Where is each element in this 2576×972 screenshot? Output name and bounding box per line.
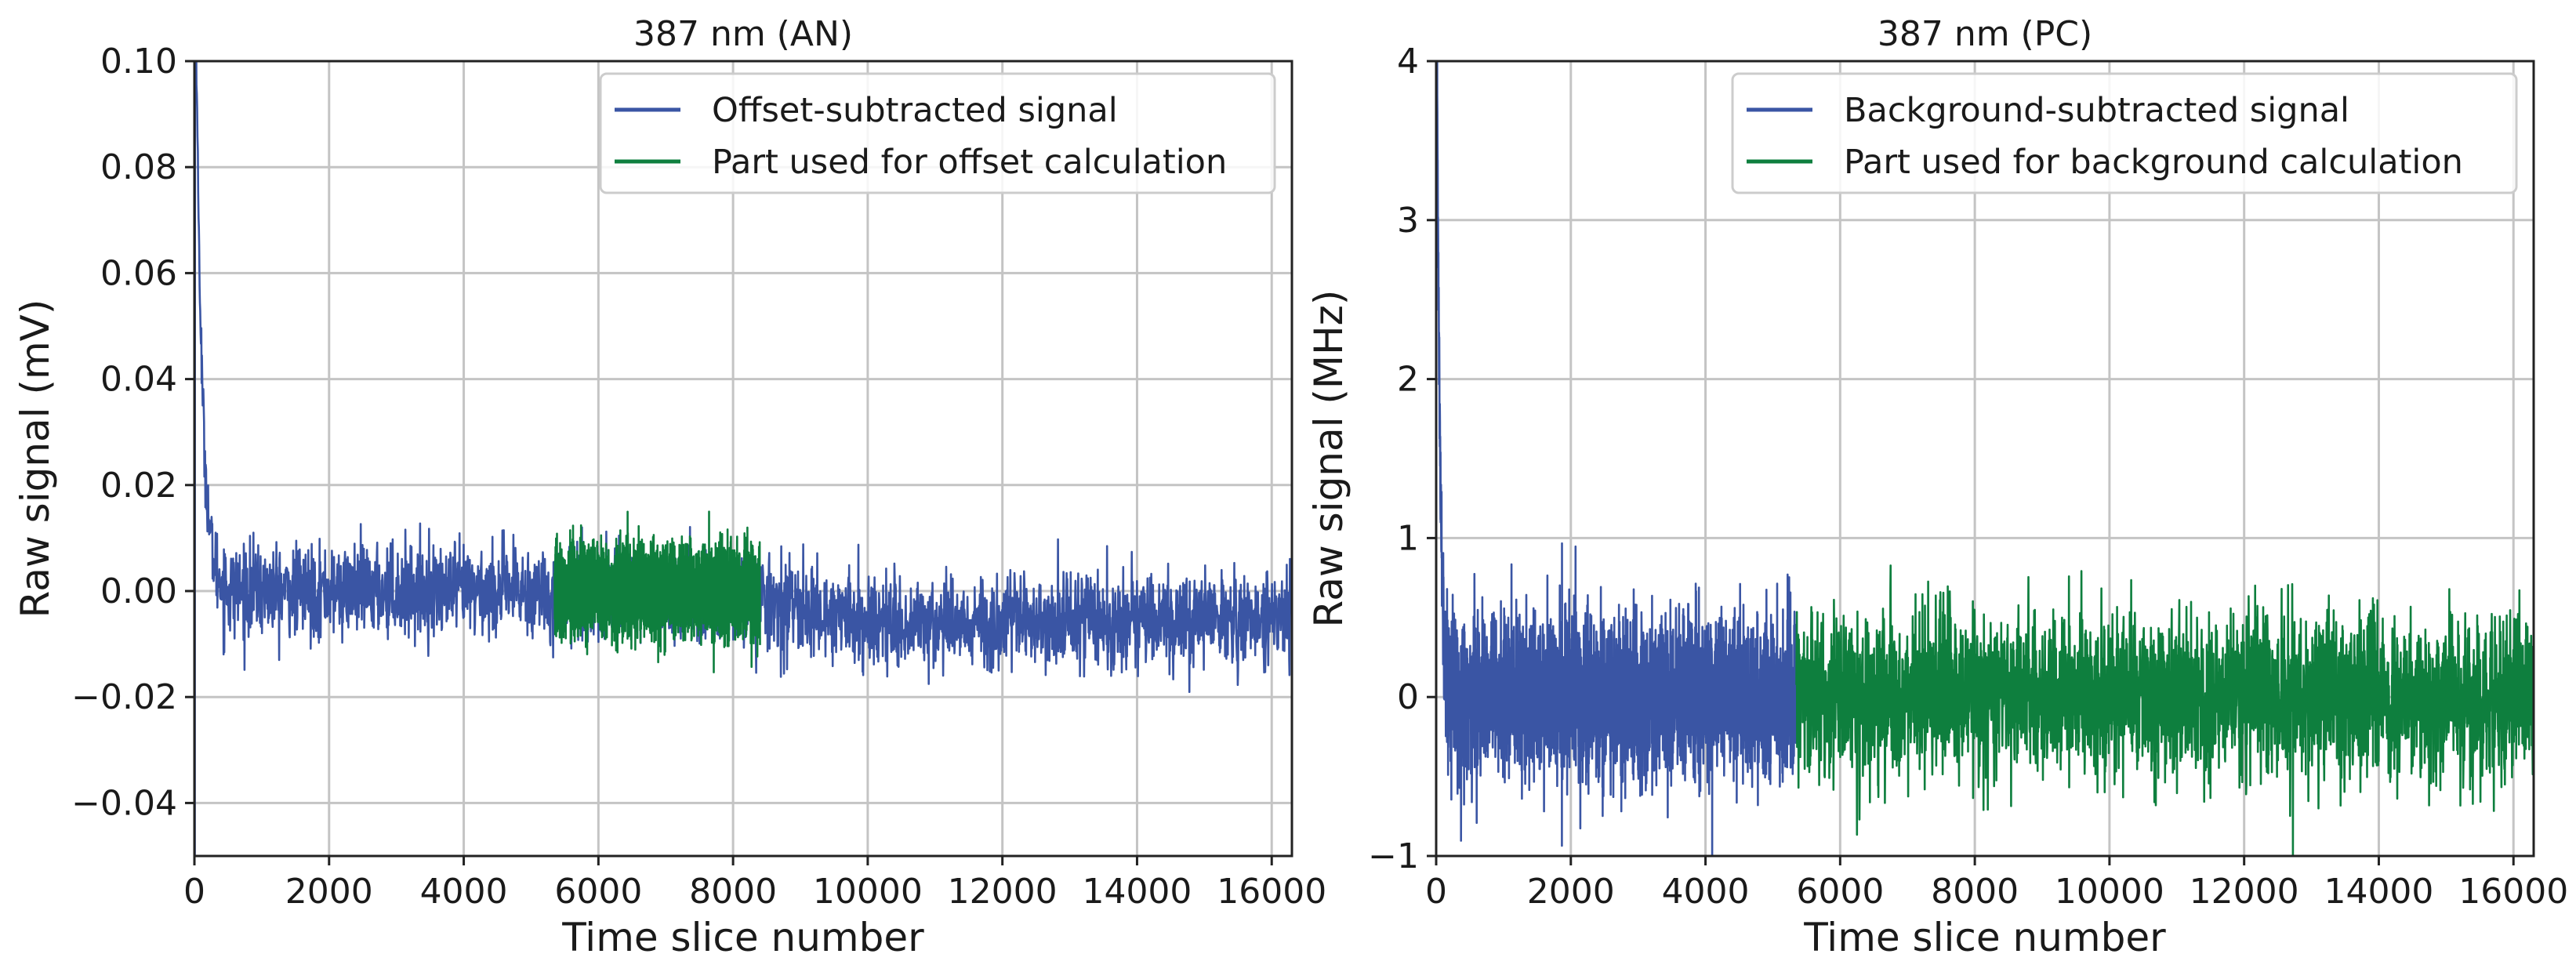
legend-label-pc-0: Background-subtracted signal	[1844, 91, 2349, 130]
x-tick-label-pc: 10000	[2055, 872, 2164, 912]
x-tick-label-pc: 0	[1425, 872, 1447, 912]
x-tick-label-pc: 12000	[2190, 872, 2299, 912]
ticks-an	[185, 60, 1273, 865]
x-axis-label-an: Time slice number	[561, 915, 924, 960]
y-axis-label-an: Raw signal (mV)	[13, 299, 58, 618]
y-axis-label-pc: Raw signal (MHz)	[1306, 290, 1351, 628]
x-tick-label-an: 6000	[554, 872, 642, 912]
y-tick-label-pc: 2	[1397, 360, 1419, 400]
x-axis-label-pc: Time slice number	[1803, 915, 2166, 960]
series-line-an-1	[553, 510, 761, 673]
y-tick-label-an: 0.02	[100, 466, 177, 506]
y-tick-labels-pc: −1 0 1 2 3 4	[1368, 42, 1419, 876]
ticks-pc	[1427, 60, 2515, 865]
y-tick-labels-an: −0.04 −0.02 0.00 0.02 0.04 0.06 0.08 0.10	[71, 42, 177, 823]
x-tick-label-an: 14000	[1082, 872, 1192, 912]
legend-an: Offset-subtracted signal Part used for o…	[599, 72, 1276, 194]
x-tick-label-an: 4000	[420, 872, 508, 912]
x-tick-label-pc: 2000	[1527, 872, 1615, 912]
legend-label-an-1: Part used for offset calculation	[712, 143, 1227, 182]
y-tick-label-an: 0.04	[100, 360, 177, 400]
x-tick-label-an: 2000	[285, 872, 373, 912]
y-tick-label-pc: 1	[1397, 518, 1419, 558]
series-line-pc-0	[1436, 61, 1798, 856]
y-tick-label-an: 0.06	[100, 253, 177, 293]
y-tick-label-pc: 3	[1397, 201, 1419, 241]
y-tick-label-pc: 0	[1397, 677, 1419, 717]
x-tick-labels-an: 0 2000 4000 6000 8000 10000 12000 14000 16000	[183, 872, 1326, 912]
chart-panel-pc: 0 2000 4000 6000 8000 10000 12000 14000 16000 −1…	[1306, 14, 2568, 960]
x-tick-label-pc: 6000	[1796, 872, 1884, 912]
chart-title-an: 387 nm (AN)	[633, 14, 853, 54]
x-tick-label-an: 0	[183, 872, 205, 912]
chart-title-pc: 387 nm (PC)	[1878, 14, 2092, 54]
plot-frame-pc	[1435, 60, 2535, 858]
legend-box-pc	[1731, 72, 2518, 194]
y-tick-label-pc: −1	[1368, 836, 1419, 876]
legend-label-an-0: Offset-subtracted signal	[712, 91, 1118, 130]
chart-panel-an: 0 2000 4000 6000 8000 10000 12000 14000 16000 −0…	[13, 14, 1326, 960]
legend-pc: Background-subtracted signal Part used f…	[1731, 72, 2518, 194]
y-tick-label-an: 0.10	[100, 42, 177, 82]
series-line-pc-1	[1795, 564, 2534, 856]
y-tick-label-an: 0.00	[100, 571, 177, 611]
y-tick-label-an: −0.02	[71, 677, 177, 717]
x-tick-label-pc: 14000	[2324, 872, 2433, 912]
legend-box-an	[599, 72, 1276, 194]
y-tick-label-an: 0.08	[100, 147, 177, 187]
x-tick-label-an: 12000	[948, 872, 1058, 912]
legend-label-pc-1: Part used for background calculation	[1844, 143, 2463, 182]
series-group-pc	[1436, 61, 2534, 856]
y-tick-label-an: −0.04	[71, 783, 177, 823]
x-tick-label-pc: 8000	[1931, 872, 2019, 912]
plot-frame-an	[193, 60, 1293, 858]
x-tick-labels-pc: 0 2000 4000 6000 8000 10000 12000 14000 16000	[1425, 872, 2568, 912]
x-tick-label-pc: 16000	[2458, 872, 2568, 912]
x-tick-label-an: 8000	[689, 872, 777, 912]
y-tick-label-pc: 4	[1397, 42, 1419, 82]
x-tick-label-pc: 4000	[1662, 872, 1750, 912]
x-tick-label-an: 16000	[1217, 872, 1326, 912]
series-group-an	[194, 61, 1292, 856]
x-tick-label-an: 10000	[813, 872, 923, 912]
